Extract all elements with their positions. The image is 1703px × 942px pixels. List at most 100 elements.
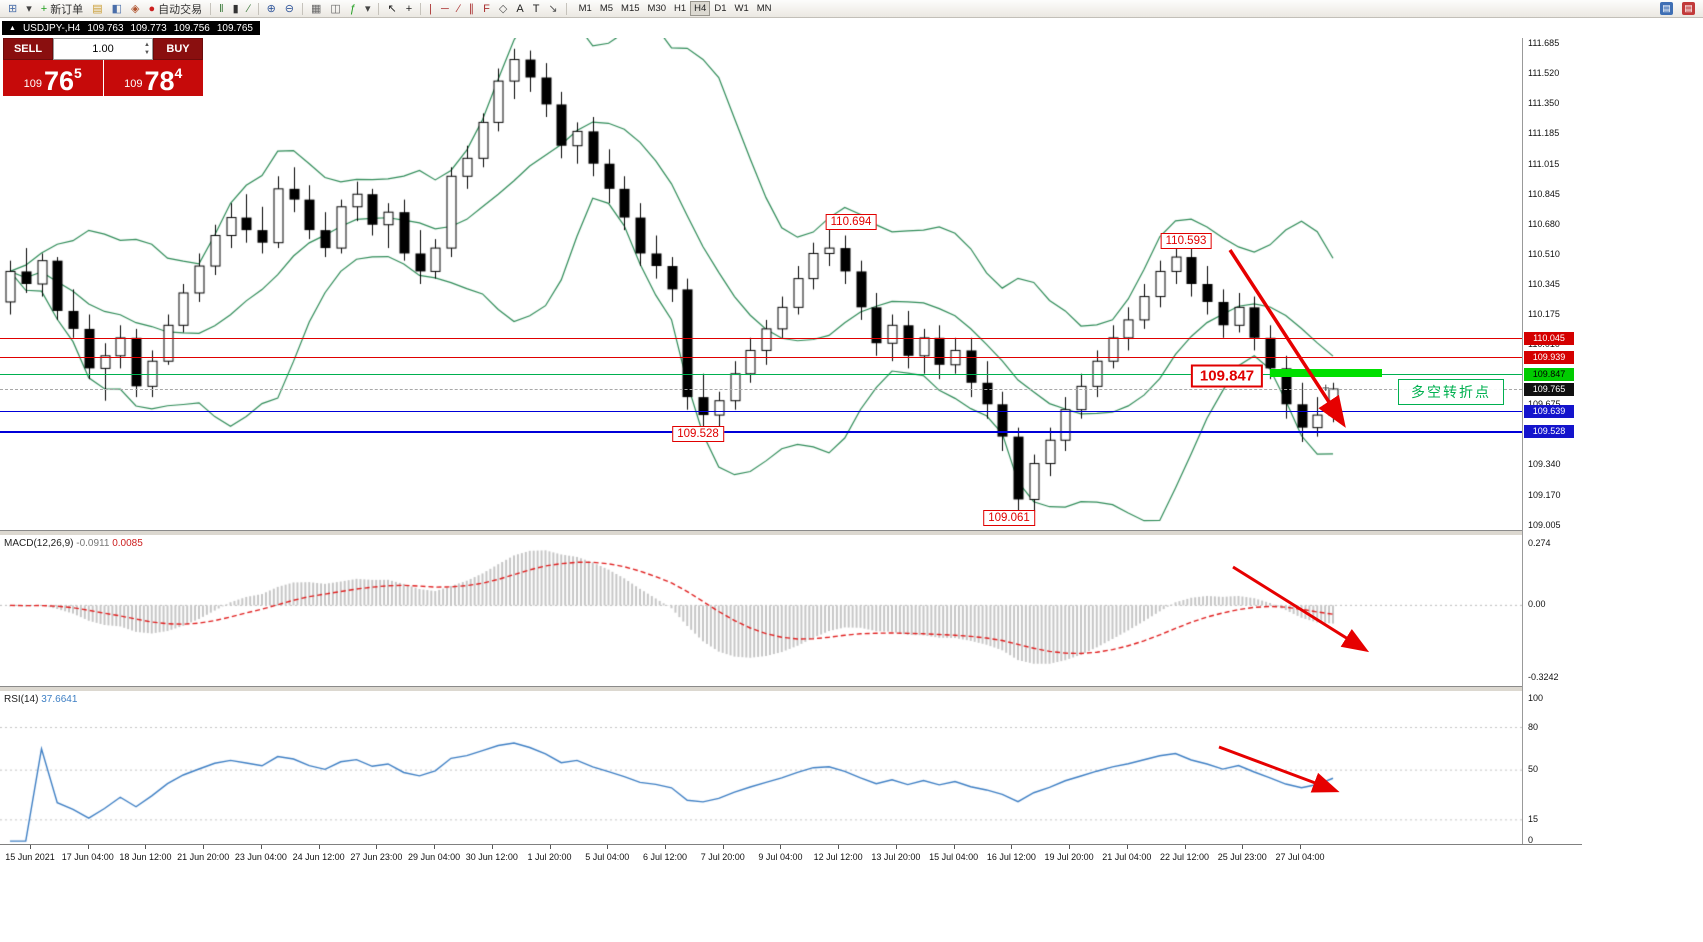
price-tick: 111.520 xyxy=(1528,67,1560,78)
volume-up-button[interactable]: ▲ xyxy=(144,42,150,48)
price-label-110.593[interactable]: 110.593 xyxy=(1160,233,1212,249)
horizontal-line-109.939[interactable] xyxy=(0,357,1522,359)
panel-separator[interactable] xyxy=(0,530,1582,536)
time-tick xyxy=(780,845,782,849)
cursor-icon: ↖ xyxy=(387,2,397,15)
tile-windows-icon[interactable]: ◫ xyxy=(326,1,344,17)
vertical-line-icon[interactable]: | xyxy=(425,1,436,17)
indicators-icon[interactable]: ƒ xyxy=(346,1,360,17)
time-tick xyxy=(1069,845,1071,849)
price-tick: 111.685 xyxy=(1528,38,1560,49)
data-window-icon[interactable]: ◧ xyxy=(108,1,126,17)
price-tick: 110.845 xyxy=(1528,189,1560,200)
candlestick-chart-icon[interactable]: ▮ xyxy=(229,1,243,17)
crosshair-icon[interactable]: + xyxy=(402,1,416,17)
navigator-icon[interactable]: ◈ xyxy=(127,1,143,17)
volume-field[interactable]: 1.00 ▲ ▼ xyxy=(53,38,153,60)
time-label: 27 Jun 23:00 xyxy=(350,852,403,862)
trendline-icon[interactable]: ∕ xyxy=(454,1,464,17)
price-label-109.847[interactable]: 109.847 xyxy=(1190,364,1264,388)
horizontal-line-icon[interactable]: ─ xyxy=(437,1,453,17)
panel-separator[interactable] xyxy=(0,686,1582,692)
timeframe-d1[interactable]: D1 xyxy=(714,3,727,14)
time-label: 25 Jul 23:00 xyxy=(1217,852,1267,862)
line-chart-icon[interactable]: ∕ xyxy=(244,1,254,17)
grid-icon[interactable]: ▦ xyxy=(307,1,325,17)
rsi-tick: 100 xyxy=(1528,693,1544,704)
timeframe-m30[interactable]: M30 xyxy=(647,3,667,14)
price-axis[interactable]: 111.685 111.520 111.350 111.185 111.015 110.8… xyxy=(1522,38,1582,845)
price-tick: 111.185 xyxy=(1528,128,1560,139)
price-badge-109.847: 109.847 xyxy=(1524,367,1574,381)
time-tick xyxy=(1011,845,1013,849)
time-label: 27 Jul 04:00 xyxy=(1275,852,1325,862)
price-label-110.694[interactable]: 110.694 xyxy=(825,214,877,230)
timeframe-w1[interactable]: W1 xyxy=(734,3,749,14)
time-label: 29 Jun 04:00 xyxy=(408,852,461,862)
volume-value[interactable]: 1.00 xyxy=(92,43,114,55)
chart-list-caret-icon[interactable]: ▾ xyxy=(22,1,36,17)
horizontal-line-109.528[interactable] xyxy=(0,430,1522,433)
autotrading-button-label: 自动交易 xyxy=(158,3,203,16)
zoom-out-icon: ⊖ xyxy=(284,2,295,15)
rsi-tick: 80 xyxy=(1528,721,1539,732)
sell-price-tile[interactable]: 109 76 5 xyxy=(3,60,103,96)
cursor-icon[interactable]: ↖ xyxy=(383,1,400,17)
autotrading-button[interactable]: ● 自动交易 xyxy=(144,1,206,17)
horizontal-line-109.765[interactable] xyxy=(0,388,1522,390)
buy-price-pip: 4 xyxy=(174,65,183,81)
price-label-109.528[interactable]: 109.528 xyxy=(672,426,724,442)
time-label: 15 Jul 04:00 xyxy=(929,852,979,862)
turning-point-annotation[interactable]: 多空转折点 xyxy=(1398,379,1504,405)
zoom-in-icon[interactable]: ⊕ xyxy=(263,1,280,17)
price-tick: 110.510 xyxy=(1528,249,1560,260)
new-chart-icon[interactable]: ⊞ xyxy=(4,1,21,17)
panel-toggle-icon[interactable]: ▲ xyxy=(9,24,16,32)
timeframe-h1[interactable]: H1 xyxy=(674,3,687,14)
sell-price-pip: 5 xyxy=(74,65,82,81)
candlestick-chart-canvas[interactable] xyxy=(0,38,1522,530)
macd-canvas[interactable] xyxy=(0,536,1522,686)
horizontal-line-110.045[interactable] xyxy=(0,338,1522,340)
indicators-caret-icon[interactable]: ▾ xyxy=(361,1,375,17)
horizontal-line-109.639[interactable] xyxy=(0,411,1522,413)
vertical-line-icon: | xyxy=(429,2,432,15)
notification-icon[interactable]: ▤ xyxy=(1678,1,1699,17)
arrow-objects-icon[interactable]: ↘ xyxy=(544,1,561,17)
symbol-period-label: USDJPY-,H4 xyxy=(22,22,81,34)
chart-window-icon[interactable]: ▤ xyxy=(1656,1,1677,17)
channel-icon[interactable]: ∥ xyxy=(465,1,479,17)
chart-list-caret-icon: ▾ xyxy=(26,2,32,15)
timeframe-m15[interactable]: M15 xyxy=(621,3,640,14)
timeframe-m1[interactable]: M1 xyxy=(578,3,592,14)
rsi-tick: 50 xyxy=(1528,764,1539,775)
fibonacci-icon[interactable]: F xyxy=(479,1,494,17)
shapes-icon[interactable]: ◇ xyxy=(495,1,511,17)
text-label-icon[interactable]: T xyxy=(529,1,544,17)
rsi-canvas[interactable] xyxy=(0,692,1522,844)
price-label-109.061[interactable]: 109.061 xyxy=(983,510,1035,526)
text-icon[interactable]: A xyxy=(512,1,527,17)
buy-price-big: 78 xyxy=(144,66,175,96)
support-highlight-bar[interactable] xyxy=(1270,369,1382,377)
sell-button[interactable]: SELL xyxy=(3,38,53,60)
price-tick: 110.175 xyxy=(1528,309,1560,320)
timeframe-mn[interactable]: MN xyxy=(756,3,772,14)
time-axis[interactable]: 15 Jun 2021 17 Jun 04:00 18 Jun 12:00 21 Ju… xyxy=(0,844,1582,870)
market-watch-icon[interactable]: ▤ xyxy=(88,1,106,17)
price-tick: 109.675 xyxy=(1528,399,1561,409)
time-label: 30 Jun 12:00 xyxy=(465,852,518,862)
price-badge-109.528: 109.528 xyxy=(1524,425,1574,439)
volume-down-button[interactable]: ▼ xyxy=(144,50,150,56)
ohlc-info-bar: ▲ USDJPY-,H4 109.763 109.773 109.756 109… xyxy=(2,21,260,35)
timeframe-m5[interactable]: M5 xyxy=(599,3,614,14)
new-order-button[interactable]: + 新订单 xyxy=(37,1,87,17)
timeframe-h4[interactable]: H4 xyxy=(690,1,711,16)
bar-chart-icon[interactable]: ‖ xyxy=(215,1,228,17)
new-chart-icon: ⊞ xyxy=(8,2,18,15)
crosshair-marker: + xyxy=(1322,380,1330,395)
horizontal-line-109.847[interactable] xyxy=(0,373,1522,375)
buy-price-tile[interactable]: 109 78 4 xyxy=(103,60,203,96)
buy-button[interactable]: BUY xyxy=(153,38,203,60)
zoom-out-icon[interactable]: ⊖ xyxy=(281,1,298,17)
